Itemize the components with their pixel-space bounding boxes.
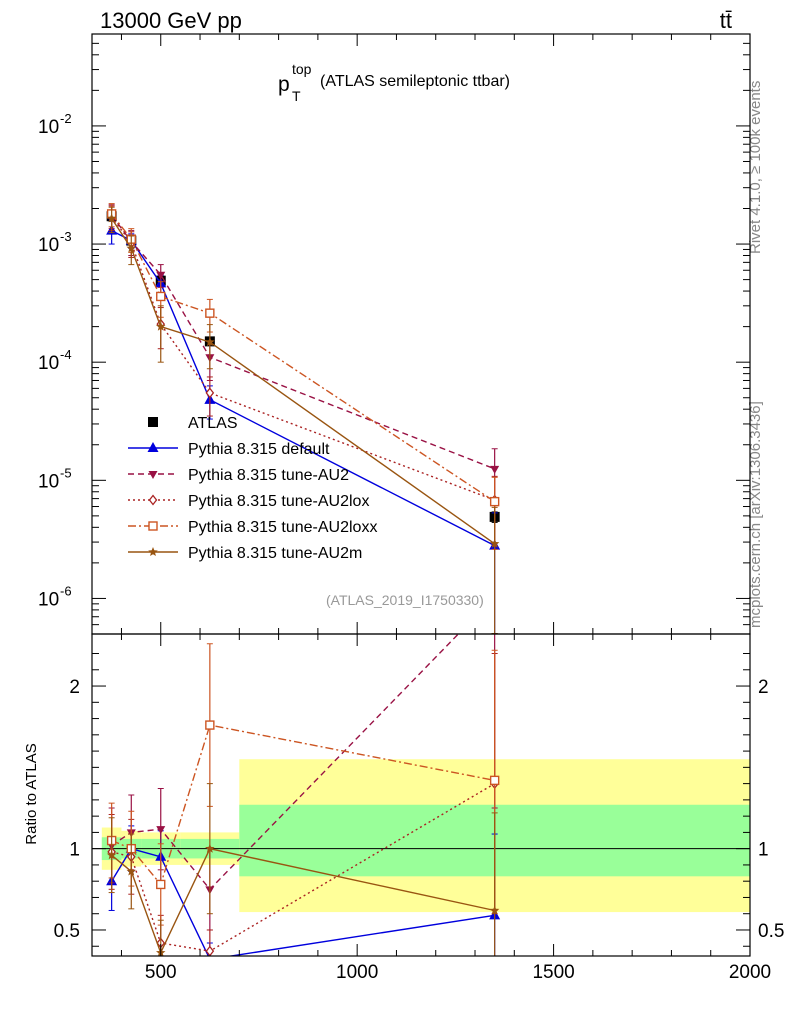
data-point-AU2 bbox=[156, 271, 166, 280]
legend-marker-AU2 bbox=[148, 471, 158, 479]
legend-item-AU2loxx: Pythia 8.315 tune-AU2loxx bbox=[128, 519, 377, 536]
legend-marker-AU2m bbox=[148, 547, 158, 556]
header-right-title: tt̄ bbox=[720, 8, 732, 33]
legend-label-AU2lox: Pythia 8.315 tune-AU2lox bbox=[188, 493, 369, 510]
ratio-point-AU2m bbox=[106, 850, 117, 860]
ratio-y-tick-label-left: 1 bbox=[69, 840, 80, 861]
x-tick-label: 1000 bbox=[336, 962, 378, 983]
ratio-point-AU2loxx bbox=[205, 720, 215, 730]
ratio-series-group bbox=[106, 634, 501, 956]
y-tick-label-base: 10 bbox=[38, 353, 59, 374]
y-tick-label-exponent: -6 bbox=[60, 583, 72, 598]
plot-title-subscript: T bbox=[292, 88, 301, 104]
x-tick-label: 500 bbox=[145, 962, 177, 983]
ratio-ylabel: Ratio to ATLAS bbox=[23, 743, 40, 844]
x-tick-label: 2000 bbox=[729, 962, 771, 983]
legend: ATLAS Pythia 8.315 default Pythia 8.315 tu… bbox=[128, 415, 377, 562]
ratio-y-tick-label-right: 1 bbox=[758, 840, 769, 861]
legend-marker-AU2loxx bbox=[148, 521, 158, 531]
series-line-AU2loxx bbox=[111, 213, 496, 503]
data-point-AU2loxx bbox=[156, 291, 166, 302]
data-point-AU2m bbox=[489, 538, 500, 548]
y-tick-label-exponent: -3 bbox=[60, 229, 72, 244]
legend-label-default: Pythia 8.315 default bbox=[188, 441, 330, 458]
plot-title-p: p bbox=[278, 73, 290, 96]
legend-item-ATLAS: ATLAS bbox=[148, 415, 238, 432]
ratio-y-tick-label-left: 0.5 bbox=[54, 921, 80, 942]
main-panel-frame bbox=[91, 33, 751, 635]
plot-title-superscript: top bbox=[292, 61, 312, 77]
ratio-y-tick-label-right: 0.5 bbox=[758, 921, 784, 942]
analysis-tag: (ATLAS_2019_I1750330) bbox=[326, 592, 484, 608]
legend-item-AU2: Pythia 8.315 tune-AU2 bbox=[128, 467, 349, 484]
header-left-title: 13000 GeV pp bbox=[100, 8, 242, 33]
legend-marker-default bbox=[147, 442, 159, 452]
legend-marker-AU2lox bbox=[148, 494, 158, 506]
ratio-point-AU2 bbox=[156, 826, 166, 835]
y-tick-label-base: 10 bbox=[38, 471, 59, 492]
legend-label-AU2m: Pythia 8.315 tune-AU2m bbox=[188, 545, 362, 562]
y-tick-label-base: 10 bbox=[38, 235, 59, 256]
ratio-point-AU2loxx bbox=[156, 879, 166, 890]
data-point-AU2m bbox=[126, 243, 136, 253]
ratio-point-AU2m bbox=[205, 843, 215, 853]
y-tick-label-exponent: -5 bbox=[60, 465, 72, 480]
data-point-AU2m bbox=[205, 337, 215, 347]
series-line-AU2 bbox=[111, 214, 495, 470]
ratio-uncertainty-bands bbox=[101, 759, 751, 913]
x-tick-label: 1500 bbox=[532, 962, 574, 983]
series-AU2m bbox=[106, 206, 500, 634]
legend-label-AU2: Pythia 8.315 tune-AU2 bbox=[188, 467, 349, 484]
legend-item-AU2m: Pythia 8.315 tune-AU2m bbox=[128, 545, 362, 562]
plot-title-rest: (ATLAS semileptonic ttbar) bbox=[320, 73, 510, 90]
rivet-version-label: Rivet 4.1.0, ≥ 100k events bbox=[747, 81, 764, 254]
y-tick-label-exponent: -4 bbox=[60, 347, 72, 362]
legend-label-AU2loxx: Pythia 8.315 tune-AU2loxx bbox=[188, 519, 377, 536]
ratio-point-AU2m bbox=[126, 866, 136, 876]
legend-item-default: Pythia 8.315 default bbox=[128, 441, 330, 458]
ratio-point-AU2m bbox=[489, 905, 500, 915]
data-point-AU2m bbox=[106, 213, 117, 223]
ratio-point-AU2loxx bbox=[489, 775, 500, 786]
ratio-panel-content bbox=[92, 634, 750, 956]
series-line-AU2lox bbox=[111, 216, 495, 501]
data-point-AU2loxx bbox=[205, 308, 215, 318]
legend-item-AU2lox: Pythia 8.315 tune-AU2lox bbox=[128, 493, 369, 510]
legend-label-ATLAS: ATLAS bbox=[188, 415, 238, 432]
y-tick-label-exponent: -2 bbox=[60, 111, 72, 126]
ratio-panel-frame bbox=[91, 633, 751, 957]
y-tick-label-base: 10 bbox=[38, 117, 59, 138]
data-point-AU2m bbox=[156, 321, 166, 331]
main-series-layer bbox=[106, 203, 501, 634]
y-tick-label-base: 10 bbox=[38, 589, 59, 610]
mcplots-label: mcplots.cern.ch [arXiv:1306.3436] bbox=[747, 401, 764, 628]
data-point-AU2lox bbox=[205, 387, 215, 399]
data-point-AU2loxx bbox=[489, 496, 500, 507]
legend-marker-ATLAS bbox=[148, 417, 158, 427]
ratio-y-tick-label-right: 2 bbox=[758, 677, 769, 698]
ratio-y-tick-label-left: 2 bbox=[69, 677, 80, 698]
data-point-AU2 bbox=[490, 465, 500, 474]
